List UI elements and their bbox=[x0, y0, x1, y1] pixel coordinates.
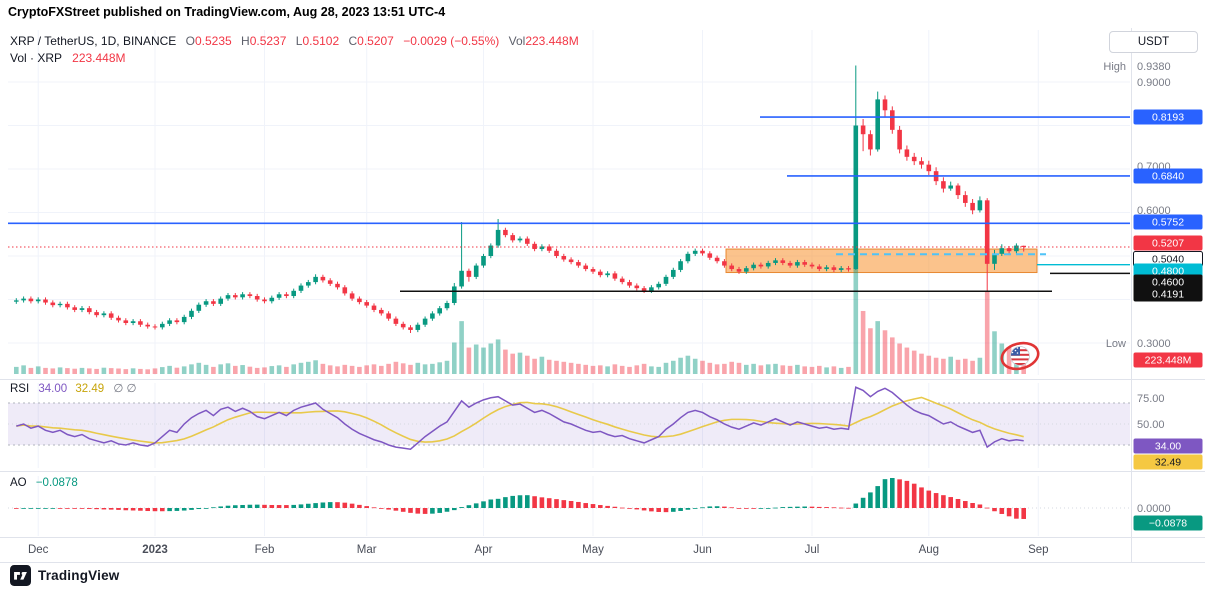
high-value: 0.5237 bbox=[249, 34, 287, 48]
svg-text:50.00: 50.00 bbox=[1137, 419, 1165, 431]
svg-text:Low: Low bbox=[1106, 338, 1126, 350]
rsi-ma-value: 32.49 bbox=[75, 383, 105, 395]
svg-text:0.4600: 0.4600 bbox=[1152, 277, 1184, 289]
currency-toggle-button[interactable]: USDT bbox=[1109, 31, 1198, 53]
svg-text:Apr: Apr bbox=[475, 544, 493, 556]
symbol-title[interactable]: XRP / TetherUS, 1D, BINANCE bbox=[10, 34, 177, 48]
svg-text:0.9380: 0.9380 bbox=[1137, 61, 1171, 73]
rsi-ma-line bbox=[16, 396, 1024, 444]
volume-bars bbox=[14, 252, 1026, 374]
grid bbox=[8, 30, 1130, 536]
svg-text:223.448M: 223.448M bbox=[1145, 355, 1192, 367]
svg-text:Dec: Dec bbox=[28, 544, 49, 556]
svg-text:−0.0878: −0.0878 bbox=[1149, 518, 1187, 530]
rsi-value: 34.00 bbox=[38, 383, 68, 395]
rsi-axis[interactable]: 75.00 50.00 34.00 32.49 bbox=[1133, 393, 1203, 470]
svg-text:0.6000: 0.6000 bbox=[1137, 205, 1171, 217]
rsi-name[interactable]: RSI bbox=[10, 383, 30, 395]
volume-study-value: 223.448M bbox=[72, 51, 126, 65]
svg-text:0.6840: 0.6840 bbox=[1152, 171, 1184, 183]
svg-text:0.0000: 0.0000 bbox=[1137, 503, 1171, 515]
attribution-text: CryptoFXStreet published on TradingView.… bbox=[8, 5, 446, 19]
svg-text:0.9000: 0.9000 bbox=[1137, 77, 1171, 89]
rsi-line bbox=[16, 386, 1024, 450]
fxstreet-logo bbox=[1000, 341, 1040, 371]
svg-text:0.5040: 0.5040 bbox=[1152, 254, 1184, 266]
svg-text:Sep: Sep bbox=[1028, 544, 1048, 556]
price-pane[interactable] bbox=[14, 65, 1038, 374]
candlesticks bbox=[14, 65, 1026, 333]
svg-text:0.5752: 0.5752 bbox=[1152, 217, 1184, 229]
high-label: H bbox=[241, 34, 250, 48]
svg-text:0.5207: 0.5207 bbox=[1152, 238, 1184, 250]
tradingview-footer[interactable]: TradingView bbox=[10, 565, 119, 586]
tradingview-logo-icon bbox=[10, 565, 31, 586]
volume-value: 223.448M bbox=[525, 34, 579, 48]
ao-value: −0.0878 bbox=[35, 477, 78, 489]
volume-study-label[interactable]: Vol · XRP bbox=[10, 51, 62, 65]
svg-text:75.00: 75.00 bbox=[1137, 393, 1165, 405]
highlight-box bbox=[725, 248, 1038, 274]
low-label: L bbox=[295, 34, 303, 48]
svg-text:High: High bbox=[1103, 61, 1126, 73]
svg-text:0.8193: 0.8193 bbox=[1152, 112, 1184, 124]
svg-text:0.3000: 0.3000 bbox=[1137, 338, 1171, 350]
low-value: 0.5102 bbox=[302, 34, 340, 48]
close-label: C bbox=[348, 34, 358, 48]
open-label: O bbox=[185, 34, 195, 48]
ao-pane[interactable] bbox=[8, 478, 1130, 519]
close-value: 0.5207 bbox=[357, 34, 394, 48]
svg-text:32.49: 32.49 bbox=[1155, 457, 1181, 469]
svg-text:Jul: Jul bbox=[805, 544, 820, 556]
time-axis[interactable]: Dec 2023 Feb Mar Apr May Jun Jul Aug Sep bbox=[28, 544, 1049, 556]
volume-legend: Vol · XRP 223.448M bbox=[10, 51, 126, 65]
rsi-pane[interactable] bbox=[8, 386, 1130, 450]
svg-text:0.4191: 0.4191 bbox=[1152, 289, 1184, 301]
change-value: −0.0029 (−0.55%) bbox=[403, 34, 500, 48]
svg-text:Aug: Aug bbox=[919, 544, 939, 556]
svg-text:Jun: Jun bbox=[693, 544, 712, 556]
rsi-legend: RSI 34.00 32.49 ∅ ∅ bbox=[10, 381, 137, 395]
symbol-legend: XRP / TetherUS, 1D, BINANCE O0.5235 H0.5… bbox=[10, 34, 579, 48]
tradingview-brand-text: TradingView bbox=[38, 568, 120, 583]
ao-axis[interactable]: 0.0000 −0.0878 bbox=[1133, 503, 1203, 531]
open-value: 0.5235 bbox=[194, 34, 232, 48]
svg-text:Mar: Mar bbox=[357, 544, 377, 556]
horizontal-line-drawings bbox=[8, 116, 1130, 292]
svg-text:Feb: Feb bbox=[255, 544, 275, 556]
rsi-params: ∅ ∅ bbox=[113, 383, 137, 395]
ao-name[interactable]: AO bbox=[10, 477, 27, 489]
svg-text:2023: 2023 bbox=[142, 544, 168, 556]
volume-label: Vol bbox=[508, 34, 526, 48]
svg-text:34.00: 34.00 bbox=[1155, 441, 1181, 453]
ao-legend: AO −0.0878 bbox=[10, 477, 78, 489]
svg-text:May: May bbox=[582, 544, 604, 556]
